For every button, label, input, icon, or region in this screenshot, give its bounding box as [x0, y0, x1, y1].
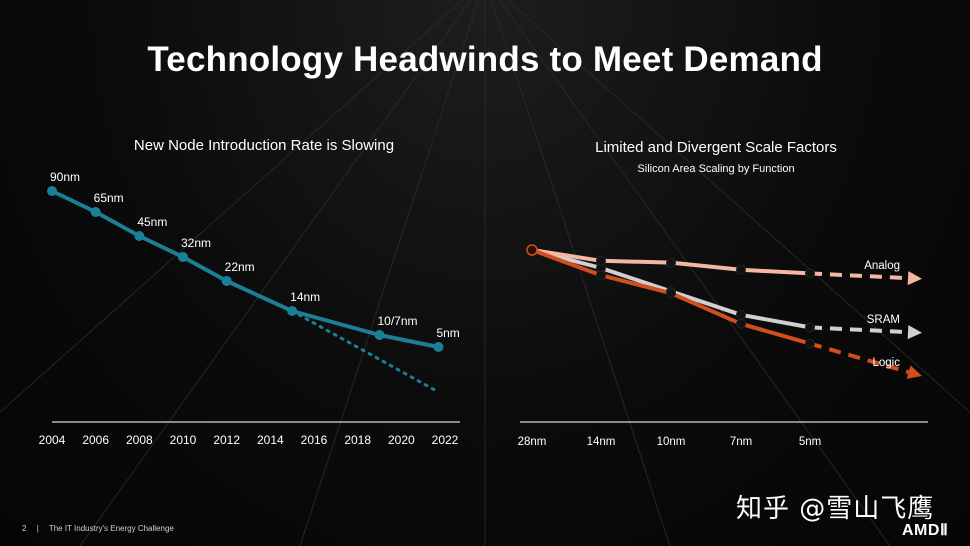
left-x-tick-label: 2012: [213, 433, 240, 447]
node-point: [221, 276, 232, 286]
right-chart-subtitle: Silicon Area Scaling by Function: [637, 163, 794, 175]
right-x-tick-label: 28nm: [518, 436, 547, 448]
node-label: 65nm: [94, 191, 124, 205]
node-point: [90, 207, 101, 217]
sram-projection-line: [809, 325, 909, 335]
sram-series-label: SRAM: [867, 314, 900, 326]
left-chart-title: New Node Introduction Rate is Slowing: [134, 137, 394, 154]
amd-logo: AMDⅡ: [902, 522, 949, 539]
node-label: 45nm: [137, 215, 167, 229]
left-x-tick-label: 2022: [432, 433, 459, 447]
page-title: Technology Headwinds to Meet Demand: [147, 40, 823, 79]
logic-point: [596, 270, 606, 281]
logic-series-label: Logic: [873, 357, 901, 369]
logic-projection-line: [809, 341, 910, 375]
watermark: 知乎 @雪山飞鹰: [736, 494, 935, 524]
node-point: [178, 252, 188, 262]
right-x-tick-label: 5nm: [799, 436, 821, 448]
analog-point: [736, 264, 746, 275]
right-x-tick-label: 10nm: [657, 436, 686, 448]
node-point: [134, 231, 145, 241]
footer-text: The IT Industry's Energy Challenge: [48, 524, 174, 533]
origin-point: [526, 244, 538, 256]
analog-point: [805, 268, 815, 279]
node-label: 90nm: [50, 170, 80, 184]
trend-dotted-line: [290, 309, 440, 394]
node-label: 22nm: [225, 260, 255, 274]
right-chart-title: Limited and Divergent Scale Factors: [595, 139, 837, 156]
analog-arrowhead: [907, 271, 922, 286]
left-x-tick-label: 2018: [344, 433, 371, 447]
logic-point: [805, 338, 815, 349]
node-point: [47, 186, 57, 196]
left-x-tick-label: 2006: [82, 433, 109, 447]
left-x-tick-label: 2016: [301, 433, 328, 447]
footer-separator: |: [36, 524, 39, 533]
node-label: 32nm: [181, 236, 211, 250]
node-label: 5nm: [436, 326, 459, 340]
node-point: [287, 306, 298, 316]
right-x-tick-label: 14nm: [587, 436, 616, 448]
left-x-tick-label: 2014: [257, 433, 284, 447]
right-x-tick-label: 7nm: [730, 436, 752, 448]
left-x-tick-label: 2008: [126, 433, 153, 447]
analog-point: [666, 257, 676, 268]
node-point: [433, 342, 444, 352]
left-x-tick-label: 2010: [170, 433, 197, 447]
left-x-tick-label: 2004: [39, 433, 66, 447]
logic-arrowhead: [906, 365, 922, 379]
left-x-tick-label: 2020: [388, 433, 415, 447]
node-label: 10/7nm: [378, 314, 418, 328]
node-label: 14nm: [290, 290, 320, 304]
logic-point: [736, 318, 746, 329]
sram-point: [805, 322, 815, 333]
footer: 2 | The IT Industry's Energy Challenge: [22, 524, 182, 533]
sram-arrowhead: [907, 325, 922, 340]
analog-series-label: Analog: [864, 260, 900, 272]
node-point: [374, 330, 385, 340]
analog-point: [596, 255, 606, 266]
sram-point: [736, 309, 746, 320]
analog-projection-line: [809, 271, 909, 281]
node-series-line: [51, 189, 439, 349]
page-number: 2: [22, 524, 27, 533]
logic-point: [666, 288, 676, 299]
